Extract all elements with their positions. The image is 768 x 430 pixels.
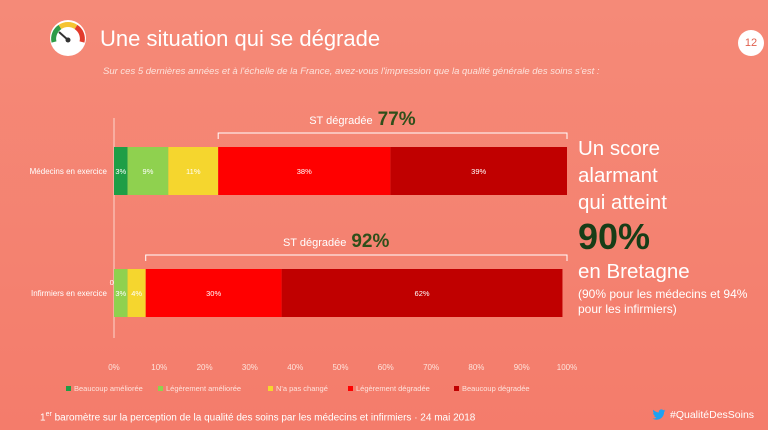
x-tick-label: 90%	[514, 363, 530, 372]
legend-swatch	[348, 386, 353, 391]
legend-label: Beaucoup améliorée	[74, 384, 143, 393]
x-tick-label: 60%	[378, 363, 394, 372]
x-tick-label: 40%	[287, 363, 303, 372]
footer-body: baromètre sur la perception de la qualit…	[51, 412, 476, 424]
category-label: Infirmiers en exercice	[31, 289, 108, 298]
x-tick-label: 20%	[197, 363, 213, 372]
legend-swatch	[454, 386, 459, 391]
legend-label: Légèrement dégradée	[356, 384, 430, 393]
side-line-1: Un score	[578, 137, 661, 160]
bar-segment	[281, 269, 563, 317]
bar-segment	[218, 147, 391, 195]
annotation-label: ST dégradée	[309, 115, 372, 127]
bar-segment	[127, 269, 146, 317]
side-detail: (90% pour les médecins et 94% pour les i…	[578, 287, 748, 316]
gauge-logo-icon	[50, 20, 86, 56]
footer-text: 1er baromètre sur la perception de la qu…	[40, 411, 475, 423]
side-panel: Un score alarmant qui atteint 90% en Bre…	[578, 135, 763, 317]
legend-label: N'a pas changé	[276, 384, 328, 393]
data-label: 9%	[143, 167, 154, 176]
data-label: 62%	[415, 289, 430, 298]
side-line-2: alarmant	[578, 164, 658, 187]
legend-label: Légèrement améliorée	[166, 384, 241, 393]
side-line-3: qui atteint	[578, 191, 667, 214]
data-label: 4%	[131, 289, 142, 298]
legend-swatch	[268, 386, 273, 391]
data-label: 39%	[471, 167, 486, 176]
category-label: Médecins en exercice	[30, 167, 108, 176]
bar-segment	[390, 147, 567, 195]
annotation-label: ST dégradée	[283, 237, 346, 249]
x-tick-label: 70%	[423, 363, 439, 372]
data-label: 11%	[186, 167, 201, 176]
twitter-hashtag[interactable]: #QualitéDesSoins	[652, 409, 754, 421]
twitter-bird-icon	[652, 409, 666, 420]
page-title: Une situation qui se dégrade	[100, 26, 381, 51]
data-label: 3%	[115, 167, 126, 176]
side-big-value: 90%	[578, 216, 651, 257]
x-tick-label: 0%	[108, 363, 120, 372]
x-tick-label: 100%	[557, 363, 577, 372]
chart-subtitle: Sur ces 5 dernières années et à l'échell…	[103, 66, 600, 77]
data-label: 38%	[297, 167, 312, 176]
x-tick-label: 50%	[332, 363, 348, 372]
x-tick-label: 80%	[468, 363, 484, 372]
page-number-badge: 12	[738, 30, 764, 56]
annotation-value: 92%	[351, 231, 389, 252]
footer-ordinal: 1	[40, 412, 46, 424]
bar-segment	[145, 269, 282, 317]
legend-label: Beaucoup dégradée	[462, 384, 530, 393]
legend-swatch	[158, 386, 163, 391]
annotation-value: 77%	[378, 109, 416, 130]
annotation-bracket	[217, 132, 568, 139]
data-label: 3%	[115, 289, 126, 298]
legend-swatch	[66, 386, 71, 391]
data-label: 30%	[206, 289, 221, 298]
hashtag-text: #QualitéDesSoins	[670, 409, 755, 421]
side-line-4: en Bretagne	[578, 260, 690, 283]
bar-segment	[168, 147, 219, 195]
bar-segment	[114, 147, 128, 195]
x-tick-label: 10%	[151, 363, 167, 372]
footer-ordinal-suffix: er	[45, 411, 52, 418]
annotation-bracket	[145, 254, 568, 261]
bar-segment	[114, 269, 128, 317]
bar-segment	[127, 147, 169, 195]
x-tick-label: 30%	[242, 363, 258, 372]
